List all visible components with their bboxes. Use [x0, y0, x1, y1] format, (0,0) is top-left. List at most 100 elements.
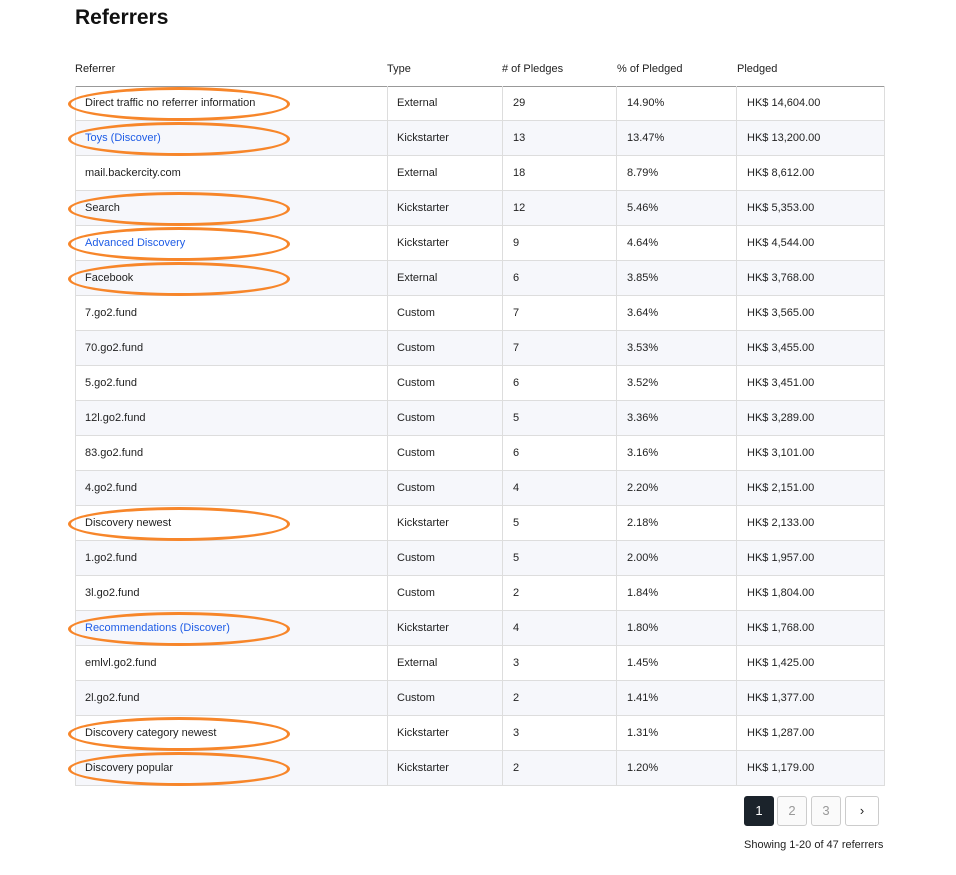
cell-referrer[interactable]: Toys (Discover) — [85, 132, 161, 144]
cell-divider — [502, 86, 503, 120]
cell-pledges: 7 — [513, 342, 520, 354]
cell-divider — [616, 261, 617, 295]
cell-pledged: HK$ 3,565.00 — [747, 307, 815, 319]
col-referrer[interactable]: Referrer — [75, 63, 116, 75]
cell-divider — [616, 681, 617, 715]
cell-pledged: HK$ 1,377.00 — [747, 692, 815, 704]
page-2-button[interactable]: 2 — [777, 796, 807, 826]
page-1-button[interactable]: 1 — [744, 796, 774, 826]
cell-divider — [502, 296, 503, 330]
cell-divider — [616, 191, 617, 225]
cell-divider — [502, 576, 503, 610]
cell-type: Kickstarter — [397, 622, 449, 634]
table-row: Advanced Discovery Kickstarter 9 4.64% HK$ 4… — [68, 226, 885, 261]
cell-divider — [387, 401, 388, 435]
cell-type: Kickstarter — [397, 762, 449, 774]
cell-pledged: HK$ 8,612.00 — [747, 167, 815, 179]
cell-divider — [616, 401, 617, 435]
cell-type: External — [397, 272, 438, 284]
cell-referrer: Discovery category newest — [85, 727, 217, 739]
cell-pledged: HK$ 3,451.00 — [747, 377, 815, 389]
cell-divider — [736, 366, 737, 400]
table-row: Facebook External 6 3.85% HK$ 3,768.00 — [68, 261, 885, 296]
cell-divider — [736, 541, 737, 575]
cell-divider — [502, 716, 503, 750]
cell-divider — [387, 156, 388, 190]
referrers-table: Direct traffic no referrer information Ex… — [68, 86, 885, 786]
cell-type: Custom — [397, 692, 435, 704]
cell-divider — [387, 331, 388, 365]
cell-pledges: 6 — [513, 272, 520, 284]
cell-pledged: HK$ 3,101.00 — [747, 447, 815, 459]
cell-pledged: HK$ 4,544.00 — [747, 237, 815, 249]
cell-type: Custom — [397, 447, 435, 459]
cell-pledges: 7 — [513, 307, 520, 319]
cell-divider — [502, 226, 503, 260]
col-pledges[interactable]: # of Pledges — [502, 63, 564, 75]
cell-pledges: 4 — [513, 482, 520, 494]
cell-pledges: 18 — [513, 167, 526, 179]
cell-pledged: HK$ 1,179.00 — [747, 762, 815, 774]
cell-divider — [616, 226, 617, 260]
col-pct[interactable]: % of Pledged — [617, 63, 683, 75]
cell-referrer[interactable]: Advanced Discovery — [85, 237, 186, 249]
cell-pct: 2.18% — [627, 517, 659, 529]
cell-pct: 3.53% — [627, 342, 659, 354]
cell-pledges: 9 — [513, 237, 520, 249]
cell-pct: 2.00% — [627, 552, 659, 564]
cell-pct: 3.52% — [627, 377, 659, 389]
cell-divider — [736, 611, 737, 645]
cell-type: Custom — [397, 552, 435, 564]
cell-divider — [616, 576, 617, 610]
cell-referrer: 7.go2.fund — [85, 307, 137, 319]
table-row: 7.go2.fund Custom 7 3.64% HK$ 3,565.00 — [75, 296, 885, 331]
cell-type: Kickstarter — [397, 517, 449, 529]
next-page-button[interactable]: › — [845, 796, 879, 826]
cell-pledges: 2 — [513, 692, 520, 704]
cell-type: External — [397, 97, 438, 109]
cell-divider — [387, 191, 388, 225]
cell-divider — [502, 261, 503, 295]
cell-referrer: mail.backercity.com — [85, 167, 181, 179]
cell-pledged: HK$ 2,133.00 — [747, 517, 815, 529]
cell-pct: 3.16% — [627, 447, 659, 459]
cell-pledged: HK$ 5,353.00 — [747, 202, 815, 214]
cell-pct: 3.64% — [627, 307, 659, 319]
cell-divider — [736, 681, 737, 715]
cell-referrer: Search — [85, 202, 120, 214]
cell-referrer: Direct traffic no referrer information — [85, 97, 256, 109]
cell-type: Custom — [397, 377, 435, 389]
table-row: 5.go2.fund Custom 6 3.52% HK$ 3,451.00 — [75, 366, 885, 401]
table-row: 70.go2.fund Custom 7 3.53% HK$ 3,455.00 — [75, 331, 885, 366]
cell-type: Kickstarter — [397, 132, 449, 144]
table-row: Search Kickstarter 12 5.46% HK$ 5,353.00 — [68, 191, 885, 226]
cell-divider — [616, 121, 617, 155]
cell-divider — [387, 576, 388, 610]
cell-divider — [502, 611, 503, 645]
cell-type: External — [397, 167, 438, 179]
cell-divider — [502, 366, 503, 400]
cell-divider — [387, 646, 388, 680]
cell-divider — [736, 331, 737, 365]
cell-referrer[interactable]: Recommendations (Discover) — [85, 622, 230, 634]
cell-divider — [387, 296, 388, 330]
col-pledged[interactable]: Pledged — [737, 63, 778, 75]
cell-divider — [616, 366, 617, 400]
cell-divider — [502, 471, 503, 505]
cell-divider — [736, 121, 737, 155]
cell-divider — [616, 86, 617, 120]
page-title: Referrers — [75, 6, 169, 29]
cell-divider — [616, 296, 617, 330]
cell-pledged: HK$ 2,151.00 — [747, 482, 815, 494]
col-type[interactable]: Type — [387, 63, 411, 75]
cell-pledges: 6 — [513, 377, 520, 389]
cell-type: Custom — [397, 482, 435, 494]
table-row: Discovery newest Kickstarter 5 2.18% HK$ 2,1… — [68, 506, 885, 541]
cell-pct: 1.80% — [627, 622, 659, 634]
cell-pct: 3.36% — [627, 412, 659, 424]
cell-type: Custom — [397, 307, 435, 319]
cell-divider — [616, 646, 617, 680]
cell-divider — [387, 366, 388, 400]
cell-divider — [736, 261, 737, 295]
page-3-button[interactable]: 3 — [811, 796, 841, 826]
